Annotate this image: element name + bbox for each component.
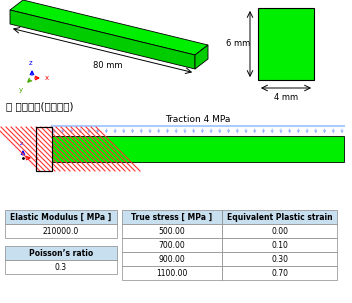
- Text: 700.00: 700.00: [159, 241, 186, 249]
- Text: 0.30: 0.30: [271, 255, 288, 264]
- Polygon shape: [10, 10, 195, 69]
- Text: x: x: [35, 155, 39, 161]
- Text: 4 mm: 4 mm: [274, 93, 298, 102]
- Text: True stress [ MPa ]: True stress [ MPa ]: [131, 212, 213, 221]
- Text: 1100.00: 1100.00: [156, 268, 188, 278]
- Text: 6 mm: 6 mm: [226, 39, 250, 48]
- Bar: [36, 127, 52, 171]
- Text: 900.00: 900.00: [159, 255, 186, 264]
- Text: 500.00: 500.00: [159, 227, 186, 235]
- Bar: [122, 252, 222, 266]
- Text: 0.10: 0.10: [271, 241, 288, 249]
- Bar: [222, 266, 337, 280]
- Polygon shape: [10, 0, 208, 55]
- Text: 0.3: 0.3: [55, 262, 67, 271]
- Bar: [222, 224, 337, 238]
- Text: Poisson’s ratio: Poisson’s ratio: [29, 248, 93, 258]
- Text: Equivalent Plastic strain: Equivalent Plastic strain: [227, 212, 332, 221]
- Bar: [222, 252, 337, 266]
- Text: Traction 4 MPa: Traction 4 MPa: [165, 115, 231, 124]
- Bar: [5, 246, 117, 260]
- Bar: [5, 224, 117, 238]
- Bar: [222, 210, 337, 224]
- Bar: [122, 238, 222, 252]
- Bar: [222, 238, 337, 252]
- Text: x: x: [45, 75, 49, 81]
- Text: 210000.0: 210000.0: [43, 227, 79, 235]
- Text: 0.70: 0.70: [271, 268, 288, 278]
- Bar: [36, 127, 52, 171]
- Bar: [258, 8, 314, 80]
- Text: 80 mm: 80 mm: [93, 61, 122, 69]
- Bar: [122, 210, 222, 224]
- Bar: [52, 136, 344, 162]
- Polygon shape: [195, 45, 208, 69]
- Bar: [122, 266, 222, 280]
- Text: y: y: [19, 87, 23, 93]
- Text: 0.00: 0.00: [271, 227, 288, 235]
- Bar: [122, 224, 222, 238]
- Text: 〉 경계조건(분포하중): 〉 경계조건(분포하중): [6, 101, 74, 111]
- Text: Elastic Modulus [ MPa ]: Elastic Modulus [ MPa ]: [10, 212, 112, 221]
- Text: z: z: [19, 141, 23, 146]
- Bar: [5, 210, 117, 224]
- Bar: [5, 260, 117, 274]
- Text: z: z: [29, 60, 33, 66]
